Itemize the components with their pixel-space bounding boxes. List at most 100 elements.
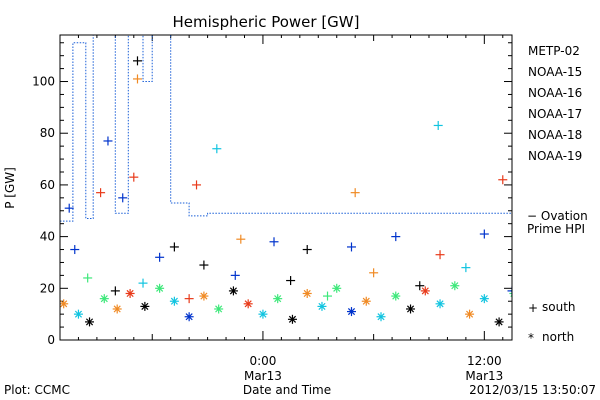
y-tick-label: 20 [40,281,55,295]
south-point [433,120,443,130]
y-tick-labels: 0 20 40 60 80 100 [32,42,512,347]
south-point [568,240,577,249]
south-point [391,232,401,242]
north-point-stroke [229,287,237,295]
south-point [230,270,240,280]
north-point [184,312,194,322]
south-point [199,260,209,270]
y-tick-label: 60 [40,178,55,192]
north-point-stroke [85,318,94,326]
south-point [110,286,120,296]
north-point [494,317,504,327]
north-point [155,283,165,293]
x-tick-labels: 0:00Mar1312:00Mar130:00Mar1412:00Mar140:… [59,35,503,383]
south-point [129,172,139,182]
north-point-stroke [215,305,223,313]
north-point-stroke [377,313,385,321]
south-point [350,188,360,198]
plot-marks [60,35,600,327]
north-point-stroke [333,284,341,292]
north-point [73,309,83,319]
x-tick-label-time: 0:00 [249,354,276,368]
ovation-label-line2: Prime HPI [527,222,585,236]
south-point [236,234,246,244]
plot-frame [59,34,513,341]
north-point [420,286,430,296]
south-point [103,136,113,146]
south-point [302,245,312,255]
north-point [479,294,489,304]
north-point [140,301,150,311]
north-point [583,286,592,295]
x-tick-label-date: Mar13 [244,369,282,383]
south-point [83,273,93,283]
legend-entry: METP-02 [528,44,580,58]
x-tick-label-time: 12:00 [467,354,502,368]
legend-entry: NOAA-15 [528,65,582,79]
south-point [192,180,202,190]
north-point-stroke [126,289,134,298]
north-point [332,283,342,293]
south-symbol: + [528,301,538,315]
south-point [132,56,142,66]
ovation-label-line1: − Ovation [527,209,588,223]
south-point [479,229,489,239]
north-point-stroke [74,310,83,318]
south-label: south [542,300,576,314]
north-point-stroke [170,297,178,305]
north-point-stroke [200,292,208,300]
north-point [112,304,122,314]
x-axis-label: Date and Time [243,383,331,397]
legend-entry: NOAA-18 [528,128,582,142]
north-symbol: * [528,331,534,345]
south-point [184,294,194,304]
south-point [70,245,80,255]
y-tick-label: 40 [40,230,55,244]
north-point [214,304,224,314]
south-point [64,203,74,213]
south-point [118,193,128,203]
legend-entry: NOAA-19 [528,149,582,163]
y-tick-label: 0 [47,333,55,347]
north-point [376,312,386,322]
south-point [369,268,379,278]
timestamp: 2012/03/15 13:50:07 [469,383,596,397]
north-point [450,281,460,291]
north-point-stroke [570,314,576,320]
north-point-stroke [421,287,429,295]
north-point [60,299,69,309]
north-point [346,307,356,317]
north-point-stroke [318,302,326,310]
ovation-line [60,35,512,222]
north-point-stroke [303,289,311,298]
north-point-stroke [584,288,590,294]
north-point-stroke [436,300,444,308]
north-point [317,301,327,311]
south-point [269,237,279,247]
chart-title: Hemispheric Power [GW] [173,13,360,31]
north-point [273,294,283,304]
north-point-stroke [113,305,121,313]
south-point [132,74,142,84]
south-point [155,252,165,262]
south-point [138,278,148,288]
y-axis-label: P [GW] [3,167,17,209]
south-point [323,291,333,301]
north-point-stroke [347,307,356,316]
north-point [465,309,475,319]
north-point-stroke [244,300,252,308]
north-point-stroke [274,295,282,303]
south-point [544,258,553,267]
north-point [258,309,268,319]
y-tick-label: 80 [40,126,55,140]
north-point-stroke [362,297,370,305]
north-point-stroke [185,313,193,321]
north-point [361,296,371,306]
north-point-stroke [406,305,415,313]
south-point [286,276,296,286]
south-point [415,281,425,291]
south-point [591,276,600,285]
north-point [199,291,209,301]
north-point-stroke [570,314,576,320]
